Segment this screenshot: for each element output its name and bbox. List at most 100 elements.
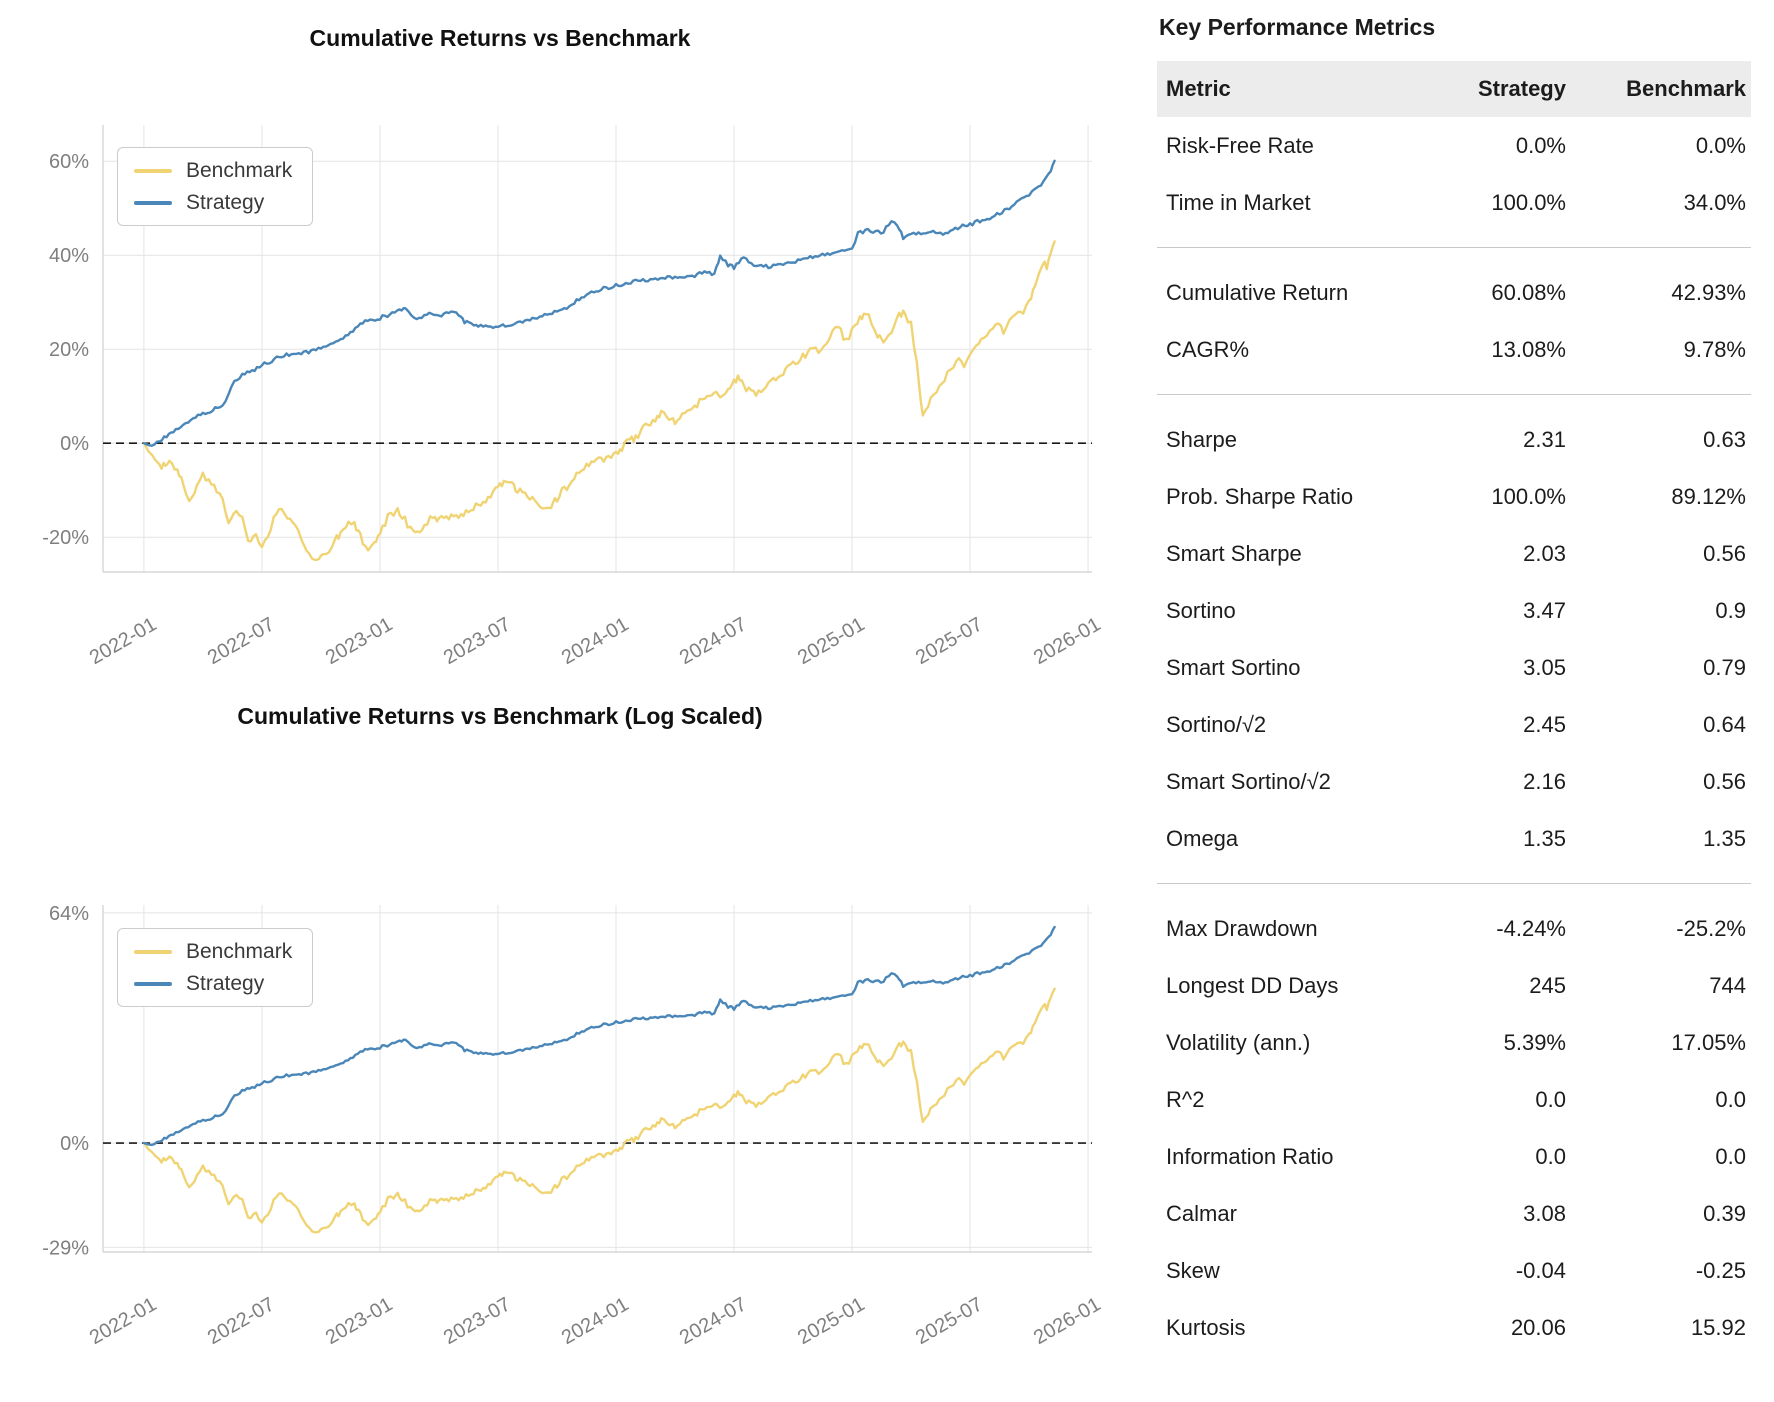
metric-row: Smart Sortino 3.05 0.79 — [1157, 639, 1751, 696]
benchmark-value: 0.64 — [1703, 711, 1746, 737]
metric-row: Sortino 3.47 0.9 — [1157, 582, 1751, 639]
y-tick-label: 40% — [49, 245, 89, 267]
metric-row: Skew -0.04 -0.25 — [1157, 1242, 1751, 1299]
metric-name: Sortino — [1166, 597, 1236, 623]
strategy-value: 100.0% — [1491, 483, 1566, 509]
metric-row: Smart Sharpe 2.03 0.56 — [1157, 525, 1751, 582]
metric-row: Sortino/√2 2.45 0.64 — [1157, 696, 1751, 753]
metric-row: Information Ratio 0.0 0.0 — [1157, 1128, 1751, 1185]
metric-name: Smart Sharpe — [1166, 540, 1302, 566]
strategy-value: 3.08 — [1523, 1200, 1566, 1226]
metric-row: Longest DD Days 245 744 — [1157, 957, 1751, 1014]
benchmark-value: 89.12% — [1671, 483, 1746, 509]
y-tick-label: -20% — [42, 527, 89, 549]
x-tick-label: 2022-07 — [204, 613, 279, 669]
chart-2: 64% 0% -29% 2022-01 2022-07 2023-01 2023-07 202… — [42, 703, 1104, 1349]
metric-name: Skew — [1166, 1257, 1220, 1283]
strategy-value: 2.45 — [1523, 711, 1566, 737]
benchmark-value: 15.92 — [1690, 1314, 1746, 1340]
column-header-strategy: Strategy — [1477, 76, 1566, 101]
benchmark-value: 0.9 — [1715, 597, 1746, 623]
metrics-group-divider — [1157, 883, 1751, 884]
benchmark-value: -25.2% — [1676, 915, 1746, 941]
strategy-value: -0.04 — [1515, 1257, 1566, 1283]
metric-row: Risk-Free Rate 0.0% 0.0% — [1157, 117, 1751, 174]
chart-title: Cumulative Returns vs Benchmark — [310, 25, 691, 51]
legend-item-strategy: Strategy — [134, 972, 292, 995]
benchmark-value: 17.05% — [1671, 1029, 1746, 1055]
strategy-value: 20.06 — [1510, 1314, 1566, 1340]
strategy-value: 2.16 — [1523, 768, 1566, 794]
metric-row: Prob. Sharpe Ratio 100.0% 89.12% — [1157, 468, 1751, 525]
metric-row: CAGR% 13.08% 9.78% — [1157, 321, 1751, 378]
benchmark-value: 0.39 — [1703, 1200, 1746, 1226]
x-tick-label: 2024-07 — [676, 613, 751, 669]
benchmark-value: 34.0% — [1683, 189, 1746, 215]
strategy-value: 2.31 — [1523, 426, 1566, 452]
benchmark-value: 0.79 — [1703, 654, 1746, 680]
strategy-value: 2.03 — [1523, 540, 1566, 566]
benchmark-value: -0.25 — [1695, 1257, 1746, 1283]
metric-name: Information Ratio — [1166, 1143, 1334, 1169]
strategy-line — [142, 925, 1056, 1147]
strategy-line-swatch-icon — [134, 981, 172, 986]
metric-name: Prob. Sharpe Ratio — [1166, 483, 1354, 509]
benchmark-line-swatch-icon — [134, 949, 172, 954]
strategy-value: 5.39% — [1503, 1029, 1566, 1055]
y-tick-label: 0% — [60, 1133, 89, 1155]
benchmark-line — [142, 240, 1056, 562]
benchmark-value: 42.93% — [1671, 279, 1746, 305]
metric-name: Smart Sortino — [1166, 654, 1301, 680]
metric-row: Smart Sortino/√2 2.16 0.56 — [1157, 753, 1751, 810]
x-tick-label: 2026-01 — [1030, 613, 1105, 669]
strategy-value: -4.24% — [1496, 915, 1566, 941]
metric-row: Omega 1.35 1.35 — [1157, 810, 1751, 867]
y-tick-label: 64% — [49, 903, 89, 925]
strategy-value: 3.05 — [1523, 654, 1566, 680]
metric-row: Calmar 3.08 0.39 — [1157, 1185, 1751, 1242]
metric-name: Cumulative Return — [1166, 279, 1349, 305]
x-tick-label: 2023-07 — [440, 1293, 515, 1349]
x-tick-label: 2024-07 — [676, 1293, 751, 1349]
chart1-legend: Benchmark Strategy — [117, 147, 314, 227]
legend-item-strategy: Strategy — [134, 191, 292, 214]
y-tick-label: 60% — [49, 151, 89, 173]
strategy-value: 60.08% — [1491, 279, 1566, 305]
legend-label: Strategy — [186, 191, 265, 215]
metric-name: Time in Market — [1166, 189, 1311, 215]
metrics-group-divider — [1157, 394, 1751, 395]
y-tick-label: -29% — [42, 1237, 89, 1259]
metric-name: Smart Sortino/√2 — [1166, 768, 1331, 794]
x-tick-label: 2023-07 — [440, 613, 515, 669]
x-tick-label: 2022-01 — [86, 1293, 161, 1349]
strategy-value: 0.0 — [1535, 1143, 1566, 1169]
strategy-line — [142, 159, 1056, 447]
x-tick-label: 2026-01 — [1030, 1293, 1105, 1349]
metric-row: Time in Market 100.0% 34.0% — [1157, 174, 1751, 231]
x-tick-label: 2025-01 — [794, 1293, 869, 1349]
metric-name: CAGR% — [1166, 336, 1250, 362]
x-tick-label: 2023-01 — [322, 613, 397, 669]
metrics-group-divider — [1157, 247, 1751, 248]
x-tick-label: 2023-01 — [322, 1293, 397, 1349]
metric-name: Omega — [1166, 825, 1239, 851]
x-tick-label: 2025-07 — [912, 613, 987, 669]
metric-name: R^2 — [1166, 1086, 1205, 1112]
metric-name: Max Drawdown — [1166, 915, 1318, 941]
strategy-value: 245 — [1529, 972, 1566, 998]
chart-1: 60% 40% 20% 0% -20% 2022-01 2022-07 2023-01 2023… — [42, 25, 1104, 669]
x-tick-label: 2024-01 — [558, 613, 633, 669]
benchmark-value: 744 — [1709, 972, 1746, 998]
benchmark-value: 0.0 — [1715, 1143, 1746, 1169]
legend-label: Benchmark — [186, 940, 293, 963]
chart2-legend: Benchmark Strategy — [117, 928, 314, 1008]
legend-label: Strategy — [186, 972, 265, 996]
y-tick-label: 0% — [60, 433, 89, 455]
strategy-value: 1.35 — [1523, 825, 1566, 851]
x-tick-label: 2022-07 — [204, 1293, 279, 1349]
metrics-body: Risk-Free Rate 0.0% 0.0% Time in Market 100.… — [1157, 117, 1751, 1356]
metric-name: Sharpe — [1166, 426, 1237, 452]
column-header-benchmark: Benchmark — [1626, 76, 1746, 101]
metric-row: Volatility (ann.) 5.39% 17.05% — [1157, 1014, 1751, 1071]
metric-row: Sharpe 2.31 0.63 — [1157, 411, 1751, 468]
